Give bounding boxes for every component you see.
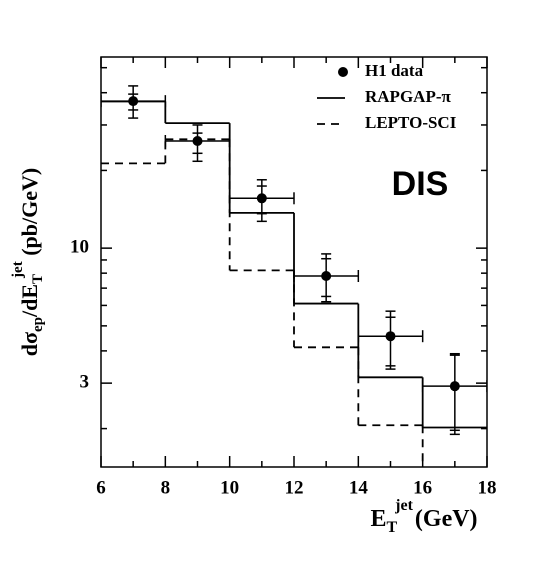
x-tick-label: 18 xyxy=(478,477,497,498)
data-point xyxy=(256,193,267,204)
data-point xyxy=(449,381,460,392)
data-point xyxy=(385,331,396,342)
data-point xyxy=(192,136,203,147)
x-label-part: E xyxy=(370,506,386,532)
legend-label: H1 data xyxy=(365,61,424,80)
y-axis-label: dσep/dETjet (pb/GeV) xyxy=(10,168,46,356)
y-label-part: jet xyxy=(10,261,26,279)
x-axis-label: ETjet(GeV) xyxy=(370,497,477,536)
x-label-part: T xyxy=(386,519,397,536)
y-label-part: ep xyxy=(30,317,46,332)
x-tick-label: 10 xyxy=(220,477,239,498)
y-label-part: dσ xyxy=(17,332,42,356)
y-tick-label: 10 xyxy=(70,237,89,258)
x-label-part: jet xyxy=(394,497,413,514)
x-tick-label: 6 xyxy=(96,477,106,498)
x-label-part: (GeV) xyxy=(415,506,478,532)
legend-label: RAPGAP-π xyxy=(365,87,451,106)
plot-area xyxy=(101,85,487,467)
y-tick-label: 3 xyxy=(80,371,90,392)
y-label-part: /dE xyxy=(17,284,42,318)
legend-label: LEPTO-SCI xyxy=(365,113,457,132)
y-label-part: (pb/GeV) xyxy=(17,168,42,262)
x-tick-label: 8 xyxy=(161,477,171,498)
y-label-part: T xyxy=(30,274,46,284)
data-point xyxy=(321,271,332,282)
data-point xyxy=(128,96,139,107)
legend-marker xyxy=(338,67,348,77)
x-tick-label: 16 xyxy=(413,477,432,498)
x-tick-label: 14 xyxy=(349,477,369,498)
annotation: DIS xyxy=(392,165,449,203)
x-tick-label: 12 xyxy=(285,477,304,498)
